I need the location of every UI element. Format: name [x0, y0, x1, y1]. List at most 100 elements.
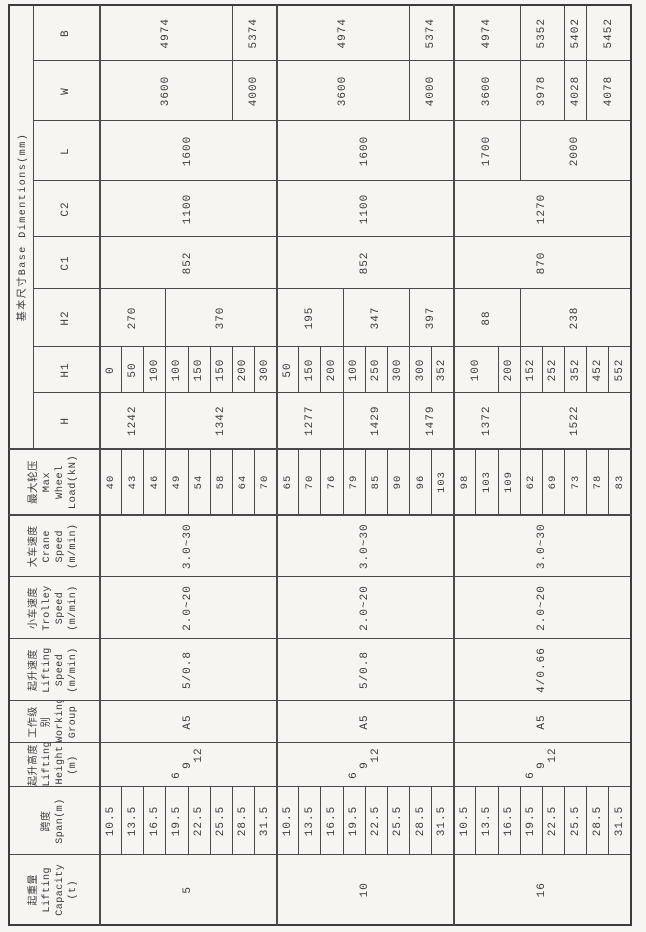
cell-lifting-speed: 5/0.8: [276, 639, 454, 701]
table-row: 16 10.5 6 9 12 A5 4/0.66 2.0~20 3.0~30 9…: [453, 4, 631, 925]
cell-wheel-load: 98: [453, 449, 476, 515]
cell-span: 22.5: [365, 787, 388, 855]
cell-H: 1342: [165, 393, 277, 449]
cell-L: 1700: [453, 121, 521, 181]
cell-W: 4078: [586, 61, 631, 121]
cell-L: 1600: [99, 121, 277, 181]
cell-C2: 1100: [99, 181, 277, 237]
cell-wheel-load: 70: [254, 449, 277, 515]
cell-lifting-height: 6 9 12: [453, 743, 631, 787]
header-dim-H2: H2: [33, 289, 100, 347]
header-trolley-speed: 小车速度 Trolley Speed (m/min): [9, 577, 100, 639]
cell-B: 4974: [453, 4, 521, 61]
cell-B: 5452: [586, 4, 631, 61]
cell-wheel-load: 58: [210, 449, 233, 515]
cell-H1: 300: [254, 347, 277, 393]
header-base-dimensions: 基本尺寸Base Dimentions(mm): [9, 4, 34, 449]
cell-wheel-load: 40: [99, 449, 122, 515]
cell-span: 25.5: [210, 787, 233, 855]
cell-W: 4000: [409, 61, 454, 121]
cell-span: 28.5: [232, 787, 255, 855]
cell-H1: 50: [121, 347, 144, 393]
cell-span: 25.5: [564, 787, 587, 855]
cell-H1: 50: [276, 347, 299, 393]
cell-L: 2000: [520, 121, 631, 181]
cell-H2: 370: [165, 289, 277, 347]
cell-trolley-speed: 2.0~20: [453, 577, 631, 639]
cell-H2: 270: [99, 289, 166, 347]
cell-C1: 870: [453, 237, 631, 289]
cell-wheel-load: 96: [409, 449, 432, 515]
cell-wheel-load: 69: [542, 449, 565, 515]
cell-wheel-load: 85: [365, 449, 388, 515]
cell-span: 22.5: [542, 787, 565, 855]
height-value: 6: [347, 771, 360, 779]
cell-wheel-load: 79: [343, 449, 366, 515]
cell-lifting-height: 6 9 12: [99, 743, 277, 787]
cell-W: 4000: [232, 61, 277, 121]
cell-span: 16.5: [498, 787, 521, 855]
cell-span: 13.5: [298, 787, 321, 855]
cell-H: 1522: [520, 393, 631, 449]
cell-span: 31.5: [254, 787, 277, 855]
cell-B: 5374: [409, 4, 454, 61]
cell-wheel-load: 65: [276, 449, 299, 515]
cell-trolley-speed: 2.0~20: [99, 577, 277, 639]
cell-H: 1372: [453, 393, 521, 449]
cell-L: 1600: [276, 121, 454, 181]
cell-wheel-load: 43: [121, 449, 144, 515]
height-value: 12: [546, 747, 559, 763]
cell-B: 5374: [232, 4, 277, 61]
cell-H1: 100: [343, 347, 366, 393]
header-crane-speed: 大车速度 Crane Speed (m/min): [9, 515, 100, 577]
header-lifting-height: 起升高度 Lifting Height (m): [9, 743, 100, 787]
cell-W: 4028: [564, 61, 587, 121]
cell-wheel-load: 103: [475, 449, 499, 515]
cell-H1: 150: [210, 347, 233, 393]
cell-wheel-load: 90: [387, 449, 410, 515]
cell-wheel-load: 64: [232, 449, 255, 515]
header-dim-L: L: [33, 121, 100, 181]
cell-wheel-load: 62: [520, 449, 543, 515]
cell-wheel-load: 70: [298, 449, 321, 515]
cell-H1: 352: [564, 347, 587, 393]
cell-lifting-speed: 4/0.66: [453, 639, 631, 701]
cell-B: 4974: [99, 4, 233, 61]
header-dim-C1: C1: [33, 237, 100, 289]
header-span: 跨度 Span(m): [9, 787, 100, 855]
cell-H1: 252: [542, 347, 565, 393]
cell-crane-speed: 3.0~30: [99, 515, 277, 577]
cell-H2: 88: [453, 289, 521, 347]
cell-H1: 452: [586, 347, 609, 393]
cell-span: 10.5: [276, 787, 299, 855]
header-dim-B: B: [33, 4, 100, 61]
cell-wheel-load: 46: [143, 449, 166, 515]
rotated-table-wrapper: 起重量 Lifting Capacity (t) 跨度 Span(m) 起升高度…: [8, 3, 632, 926]
cell-H2: 238: [520, 289, 631, 347]
cell-span: 16.5: [143, 787, 166, 855]
cell-span: 31.5: [608, 787, 631, 855]
cell-C1: 852: [99, 237, 277, 289]
cell-H1: 200: [232, 347, 255, 393]
cell-H2: 397: [409, 289, 454, 347]
cell-H: 1479: [409, 393, 454, 449]
cell-wheel-load: 76: [320, 449, 344, 515]
cell-span: 28.5: [409, 787, 432, 855]
cell-crane-speed: 3.0~30: [276, 515, 454, 577]
cell-H: 1429: [343, 393, 410, 449]
cell-lifting-speed: 5/0.8: [99, 639, 277, 701]
cell-H1: 200: [498, 347, 521, 393]
cell-capacity: 16: [453, 855, 631, 925]
header-dim-H1: H1: [33, 347, 100, 393]
header-dim-H: H: [33, 393, 100, 449]
height-value: 6: [524, 771, 537, 779]
cell-W: 3600: [453, 61, 521, 121]
cell-wheel-load: 54: [188, 449, 211, 515]
cell-H1: 552: [608, 347, 631, 393]
cell-H2: 347: [343, 289, 410, 347]
cell-span: 28.5: [586, 787, 609, 855]
cell-H1: 150: [298, 347, 321, 393]
cell-wheel-load: 103: [431, 449, 454, 515]
cell-span: 22.5: [188, 787, 211, 855]
